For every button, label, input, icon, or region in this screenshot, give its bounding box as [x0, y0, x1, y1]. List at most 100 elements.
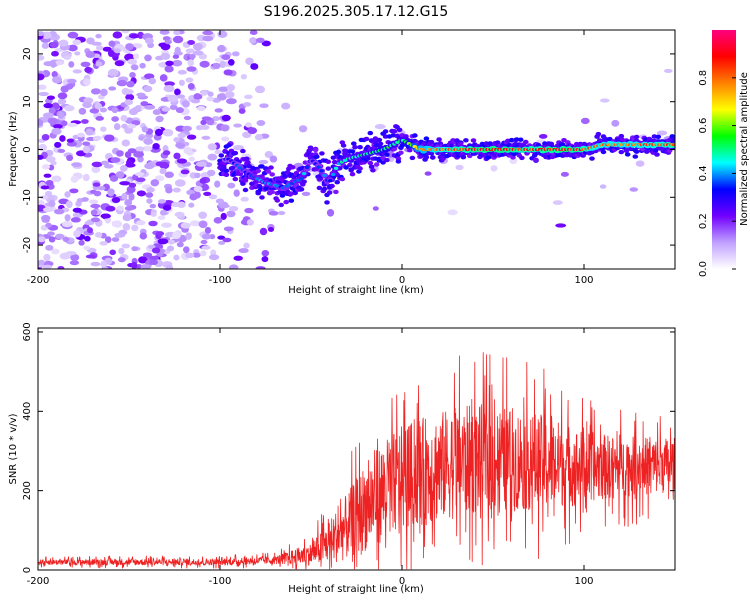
noise-blob — [207, 153, 218, 161]
noise-blob — [214, 108, 223, 113]
noise-blob — [66, 138, 74, 143]
noise-blob — [580, 117, 590, 125]
halo-blob — [291, 175, 297, 180]
noise-blob — [176, 94, 186, 99]
halo-blob — [367, 160, 374, 166]
noise-blob — [663, 68, 673, 73]
noise-blob — [372, 206, 379, 211]
noise-blob — [66, 141, 78, 147]
noise-blob — [122, 213, 132, 222]
halo-blob — [533, 157, 539, 162]
noise-blob — [100, 260, 107, 268]
noise-blob — [447, 209, 458, 216]
noise-blob — [93, 190, 102, 197]
noise-blob — [49, 41, 59, 49]
noise-blob — [38, 199, 45, 207]
noise-blob — [165, 186, 173, 194]
noise-blob — [200, 250, 207, 257]
noise-blob — [202, 30, 214, 36]
halo-blob — [335, 149, 342, 155]
x-tick-label: -200 — [27, 576, 50, 587]
halo-blob — [269, 172, 276, 177]
noise-blob — [200, 119, 207, 126]
halo-blob — [470, 138, 477, 143]
colorbar-gradient — [712, 30, 736, 269]
halo-blob — [288, 198, 295, 203]
noise-blob — [193, 93, 202, 101]
halo-blob — [487, 141, 493, 146]
halo-blob — [326, 190, 333, 195]
noise-blob — [173, 137, 180, 143]
noise-blob — [148, 77, 157, 85]
noise-blob — [66, 78, 77, 84]
noise-blob — [110, 157, 121, 163]
noise-blob — [124, 99, 133, 106]
noise-blob — [218, 240, 226, 245]
noise-blob — [255, 37, 265, 43]
halo-blob — [349, 149, 356, 154]
halo-blob — [240, 148, 246, 154]
noise-blob — [192, 50, 204, 56]
noise-blob — [174, 211, 185, 218]
noise-blob — [124, 199, 133, 207]
halo-blob — [368, 164, 375, 169]
noise-blob — [267, 226, 275, 233]
noise-blob — [51, 50, 59, 57]
noise-blob — [211, 116, 221, 122]
halo-blob — [298, 187, 305, 192]
halo-blob — [519, 155, 525, 161]
noise-blob — [164, 39, 172, 45]
halo-blob — [265, 169, 272, 174]
noise-blob — [155, 115, 164, 123]
noise-blob — [111, 197, 121, 203]
noise-blob — [122, 223, 131, 231]
noise-blob — [128, 193, 135, 201]
noise-blob — [269, 155, 278, 163]
noise-blob — [72, 39, 81, 46]
noise-blob — [54, 60, 65, 66]
noise-blob — [100, 126, 107, 132]
halo-blob — [301, 179, 307, 184]
noise-blob — [175, 142, 186, 149]
noise-blob — [38, 259, 45, 266]
noise-blob — [46, 95, 56, 100]
noise-blob — [154, 175, 165, 182]
x-tick-label: 100 — [574, 576, 593, 587]
noise-blob — [225, 91, 235, 99]
noise-blob — [155, 231, 165, 237]
noise-blob — [174, 46, 181, 55]
noise-blob — [245, 122, 252, 128]
noise-blob — [107, 49, 115, 58]
halo-blob — [376, 137, 383, 143]
noise-blob — [115, 150, 124, 157]
noise-blob — [83, 78, 91, 86]
noise-blob — [140, 101, 149, 107]
halo-blob — [268, 165, 274, 170]
halo-blob — [329, 183, 335, 189]
noise-blob — [76, 132, 85, 138]
spectrogram-noise — [38, 30, 674, 269]
noise-blob — [212, 62, 221, 70]
halo-blob — [391, 129, 398, 134]
noise-blob — [298, 125, 308, 133]
noise-blob — [149, 255, 159, 261]
halo-blob — [226, 143, 232, 148]
halo-blob — [316, 185, 323, 191]
noise-blob — [259, 227, 268, 236]
noise-blob — [148, 220, 158, 227]
noise-blob — [233, 145, 245, 151]
noise-blob — [125, 43, 134, 51]
noise-blob — [48, 107, 56, 115]
noise-blob — [51, 248, 60, 255]
noise-blob — [103, 164, 114, 169]
noise-blob — [161, 222, 172, 228]
noise-blob — [164, 81, 175, 87]
noise-blob — [112, 31, 123, 39]
noise-blob — [246, 219, 254, 226]
noise-blob — [172, 54, 180, 59]
noise-blob — [173, 152, 181, 160]
noise-blob — [74, 51, 81, 56]
noise-blob — [629, 187, 639, 192]
y-tick-label: -10 — [22, 189, 33, 205]
